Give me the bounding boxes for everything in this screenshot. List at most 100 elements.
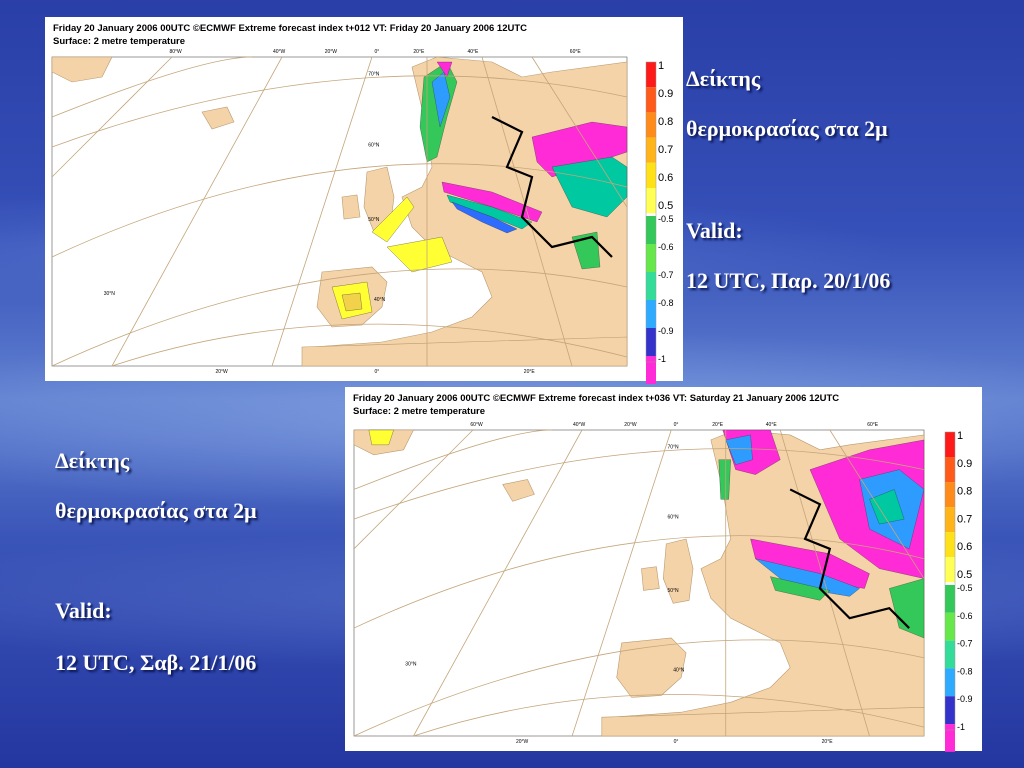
map-panel: Friday 20 January 2006 00UTC ©ECMWF Extr… <box>345 387 982 752</box>
legend-swatch <box>945 584 955 613</box>
lon-label: 20°E <box>822 739 834 745</box>
lon-label: 20°W <box>325 49 338 55</box>
lon-label: 0° <box>374 369 379 375</box>
lon-label: 40°W <box>573 422 586 428</box>
border-line <box>491 116 613 258</box>
land <box>502 479 535 502</box>
lat-label: 40°N <box>374 297 386 303</box>
lon-label: 40°E <box>467 49 479 55</box>
legend-label: -0.5 <box>957 583 973 593</box>
legend-swatch <box>945 532 955 558</box>
legend-frame <box>944 431 956 731</box>
legend-label: -0.7 <box>957 639 973 649</box>
legend-label: -0.7 <box>658 270 674 280</box>
legend-swatch <box>646 356 656 384</box>
forecast-area <box>341 292 363 312</box>
legend-label: 0.7 <box>658 144 673 156</box>
forecast-area <box>368 429 394 446</box>
lat-label: 30°N <box>405 662 417 668</box>
lon-label: 20°W <box>516 739 529 745</box>
graticule <box>111 323 628 367</box>
lon-label: 60°E <box>570 49 582 55</box>
text: Valid: <box>686 218 743 243</box>
lon-label: 0° <box>674 422 679 428</box>
land <box>301 336 628 367</box>
legend-swatch <box>646 87 656 113</box>
legend-swatch <box>646 272 656 300</box>
text: 12 UTC, Σαβ. 21/1/06 <box>55 650 257 675</box>
lon-label: 40°W <box>273 49 286 55</box>
legend-swatch <box>945 557 955 583</box>
legend-swatch <box>945 482 955 508</box>
panel-title: Friday 20 January 2006 00UTC ©ECMWF Extr… <box>353 393 839 404</box>
lat-label: 30°N <box>104 291 116 297</box>
graticule <box>413 429 583 737</box>
legend-swatch <box>945 668 955 697</box>
lon-label: 20°W <box>215 369 228 375</box>
legend-swatch <box>646 300 656 328</box>
lon-label: 20°E <box>712 422 724 428</box>
lat-label: 60°N <box>368 143 380 149</box>
land <box>641 566 660 591</box>
graticule <box>353 429 474 550</box>
legend-label: 0.6 <box>957 541 972 553</box>
legend-label: -1 <box>957 722 965 732</box>
forecast-area <box>431 71 451 128</box>
text: θερμοκρασίας στα 2μ <box>55 498 257 523</box>
legend-swatch <box>945 432 955 458</box>
graticule <box>353 535 925 629</box>
lon-label: 0° <box>374 49 379 55</box>
lat-label: 70°N <box>368 72 380 78</box>
legend-swatch <box>646 244 656 272</box>
panel-title: Friday 20 January 2006 00UTC ©ECMWF Extr… <box>53 23 527 34</box>
graticule <box>51 268 628 367</box>
legend-swatch <box>646 216 656 244</box>
legend-swatch <box>646 137 656 163</box>
legend-label: 1 <box>957 430 963 442</box>
legend-swatch <box>646 328 656 356</box>
graticule <box>779 429 870 737</box>
legend-swatch <box>945 612 955 641</box>
forecast-area <box>718 459 731 500</box>
map-panel: Friday 20 January 2006 00UTC ©ECMWF Extr… <box>45 17 683 384</box>
land <box>51 56 113 83</box>
legend-label: -0.8 <box>957 666 973 676</box>
legend-swatch <box>945 724 955 752</box>
forecast-area <box>446 194 533 230</box>
legend-label: -0.9 <box>658 326 674 336</box>
lat-label: 40°N <box>673 668 685 674</box>
legend-label: -1 <box>658 354 666 364</box>
forecast-area <box>451 201 518 234</box>
legend-label: -0.6 <box>658 242 674 252</box>
graticule <box>51 163 628 258</box>
lon-label: 60°E <box>867 422 879 428</box>
legend-label: 0.9 <box>658 88 673 100</box>
forecast-area <box>869 489 905 525</box>
lat-label: 50°N <box>668 588 680 594</box>
legend-swatch <box>646 188 656 214</box>
lat-label: 60°N <box>668 515 680 521</box>
lon-label: 20°E <box>413 49 425 55</box>
text: Δείκτης <box>55 448 130 473</box>
lon-label: 20°W <box>624 422 637 428</box>
graticule <box>413 694 925 737</box>
legend-label: -0.8 <box>658 298 674 308</box>
border-line <box>789 488 910 629</box>
panel-subtitle: Surface: 2 metre temperature <box>353 406 485 417</box>
land <box>601 706 925 737</box>
legend-label: 0.8 <box>658 116 673 128</box>
panel-subtitle: Surface: 2 metre temperature <box>53 36 185 47</box>
legend-swatch <box>945 507 955 533</box>
land <box>201 106 235 130</box>
legend-label: -0.9 <box>957 694 973 704</box>
text: Valid: <box>55 598 112 623</box>
lon-label: 40°E <box>766 422 778 428</box>
legend-label: -0.5 <box>658 214 674 224</box>
map <box>353 429 925 737</box>
graticule <box>271 56 373 367</box>
graticule <box>571 429 672 737</box>
lat-label: 50°N <box>368 217 380 223</box>
legend-swatch <box>945 696 955 725</box>
legend-swatch <box>646 112 656 138</box>
